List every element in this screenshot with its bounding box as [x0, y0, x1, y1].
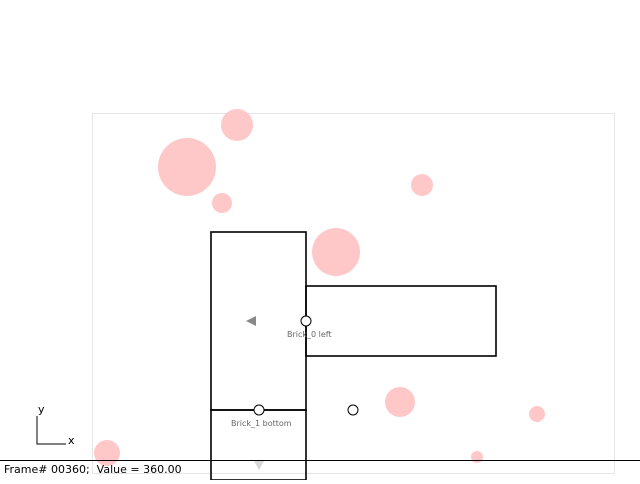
particle — [411, 174, 433, 196]
particle — [529, 406, 545, 422]
particle — [312, 228, 360, 276]
particle — [385, 387, 415, 417]
brick-0[interactable] — [210, 231, 307, 411]
status-text: Frame# 00360; Value = 360.00 — [4, 463, 182, 476]
particle — [158, 138, 216, 196]
brick0-left-label: Brick_0 left — [287, 330, 332, 339]
brick1-bottom-label: Brick_1 bottom — [231, 419, 292, 428]
brick1-bottom-anchor[interactable] — [253, 404, 265, 416]
left-arrow-icon — [246, 316, 256, 326]
free-anchor[interactable] — [347, 404, 359, 416]
particle — [221, 109, 253, 141]
y-axis-label: y — [38, 403, 45, 416]
brick0-left-anchor[interactable] — [300, 315, 312, 327]
particles — [94, 109, 545, 466]
particle — [212, 193, 232, 213]
brick-2[interactable] — [305, 285, 497, 357]
x-axis-label: x — [68, 434, 75, 447]
world-boundary — [92, 113, 615, 474]
status-bar: Frame# 00360; Value = 360.00 — [0, 460, 640, 480]
particle — [94, 440, 120, 466]
bricks[interactable] — [210, 231, 497, 481]
axes-indicator: y x — [36, 403, 75, 447]
down-arrow-icon — [254, 461, 264, 470]
